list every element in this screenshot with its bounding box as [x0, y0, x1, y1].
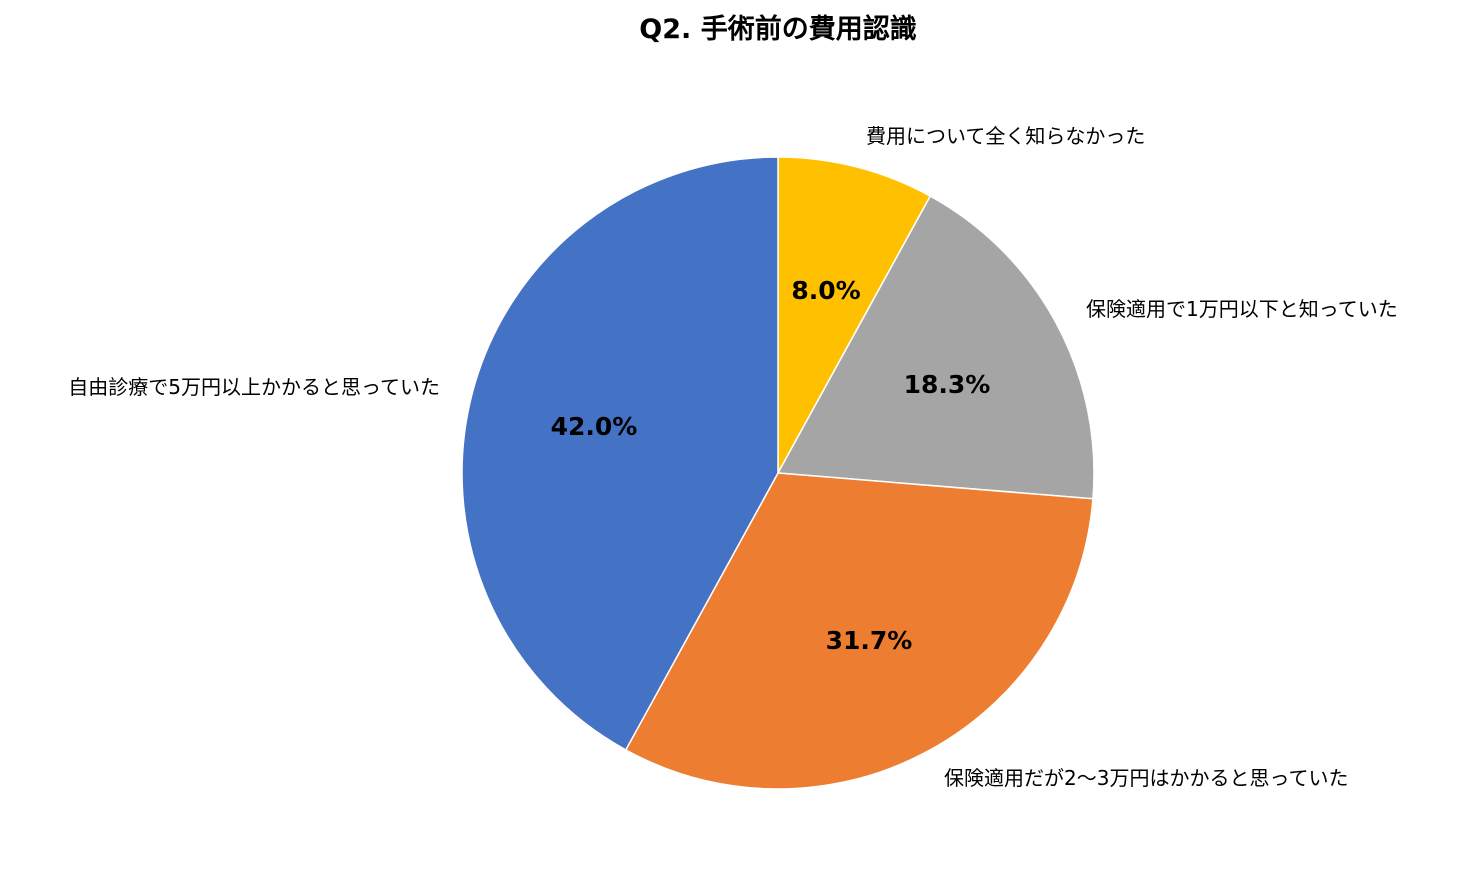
pie-slices	[461, 156, 1095, 790]
category-label: 自由診療で5万円以上かかると思っていた	[68, 375, 440, 399]
pie-slice	[776, 195, 1095, 500]
percentage-labels: 8.0% 18.3% 31.7% 42.0%	[551, 276, 991, 655]
pie-slice	[461, 156, 779, 751]
category-label: 費用について全く知らなかった	[866, 124, 1145, 148]
pie-slice	[624, 472, 1094, 790]
chart-title: Q2. 手術前の費用認識	[639, 13, 916, 45]
category-label: 保険適用で1万円以下と知っていた	[1086, 297, 1398, 321]
category-labels: 費用について全く知らなかった保険適用で1万円以下と知っていた保険適用だが2〜3万…	[68, 124, 1397, 790]
category-label: 保険適用だが2〜3万円はかかると思っていた	[944, 766, 1348, 790]
percentage-label: 31.7%	[826, 626, 913, 655]
pie-slice	[777, 156, 932, 474]
percentage-label: 18.3%	[904, 370, 991, 399]
percentage-label: 8.0%	[791, 276, 860, 305]
percentage-label: 42.0%	[551, 412, 638, 441]
